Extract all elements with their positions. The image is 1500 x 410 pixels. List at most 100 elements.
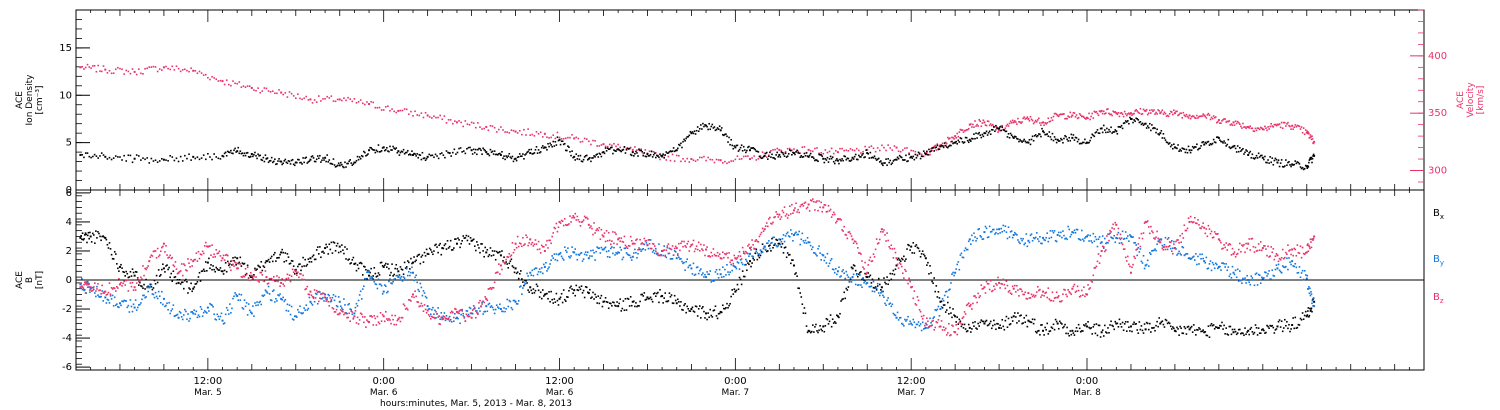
By-sample [400,275,403,278]
Bz-sample [388,317,390,320]
velocity-sample [1281,127,1284,130]
Bx-sample [1008,323,1011,326]
Bx-sample [1227,334,1230,336]
By-sample [978,228,981,230]
velocity-sample [219,79,222,82]
density-sample [1049,136,1052,138]
Bx-point [309,257,312,260]
By-sample [943,294,946,297]
By-sample [220,312,223,315]
density-sample [926,150,928,153]
By-sample [986,236,989,239]
Bz-sample [443,315,446,318]
Bx-sample [1226,333,1229,335]
Bx-sample [538,296,541,298]
velocity-sample [204,73,207,76]
Bx-sample [443,244,446,247]
Bx-sample [753,259,755,261]
density-sample [307,161,310,163]
Bx-sample [992,324,994,327]
density-sample [917,151,920,154]
Bx-sample [358,262,361,265]
By-sample [756,252,759,254]
Bx-sample [518,272,521,275]
density-sample [207,153,209,155]
By-sample [949,288,951,291]
Bx-sample [629,295,632,298]
density-sample [556,136,559,139]
velocity-sample [592,139,594,142]
velocity-sample [855,147,858,150]
Bx-sample [166,264,168,266]
By-sample [1148,251,1151,254]
By-sample [109,295,112,297]
velocity-sample [384,106,387,108]
Bx-sample [1224,332,1226,335]
Bx-sample [1300,319,1303,321]
Bx-sample [815,323,817,326]
By-sample [748,255,750,258]
density-sample [583,156,586,158]
By-sample [448,315,451,318]
Bz-sample [147,265,150,267]
By-sample [360,298,363,300]
Bz-sample [583,215,586,218]
Bx-sample [193,286,196,288]
Bz-sample [717,255,720,257]
y-tick-label: -6 [62,362,72,373]
Bx-sample [584,285,587,288]
velocity-sample [418,114,421,117]
velocity-sample [1266,129,1268,132]
density-sample [1306,167,1309,169]
velocity-sample [506,131,508,133]
By-sample [545,261,547,264]
density-sample [1066,138,1068,141]
By-sample [1135,244,1137,246]
density-sample [223,152,226,155]
velocity-point [1100,109,1103,112]
density-point [646,153,649,155]
Bz-sample [208,245,210,248]
By-sample [1281,265,1284,267]
density-sample [301,163,303,165]
velocity-sample [234,82,236,85]
By-sample [323,300,325,302]
By-sample [962,256,965,259]
density-sample [820,154,822,156]
velocity-point [1129,112,1132,115]
By-sample [193,309,196,311]
Bx-sample [341,244,343,246]
velocity-sample [1287,121,1289,124]
By-sample [444,319,447,322]
velocity-sample [1267,126,1269,128]
Bx-sample [114,253,117,255]
Bx-sample [1114,320,1117,323]
Bx-sample [438,244,440,247]
Bz-sample [83,281,86,284]
density-sample [980,136,983,139]
Bz-sample [372,324,375,326]
density-sample [442,154,445,156]
velocity-sample [1004,127,1007,129]
density-sample [194,157,197,160]
By-point [192,312,195,315]
velocity-sample [1166,114,1169,117]
Bx-sample [1200,330,1202,333]
density-sample [1184,151,1187,154]
velocity-sample [770,149,772,152]
By-sample [903,324,905,327]
Bx-sample [650,298,653,301]
density-sample [456,151,459,154]
Bz-sample [636,238,638,240]
density-point [250,153,253,155]
Bz-sample [351,311,354,313]
density-sample [1151,124,1153,126]
density-sample [1170,144,1173,146]
By-sample [1269,278,1271,280]
Bz-sample [89,289,91,291]
By-sample [604,246,607,249]
Bx-sample [898,259,901,261]
density-sample [1192,147,1195,149]
Bx-point [206,261,209,264]
By-sample [1008,236,1011,238]
